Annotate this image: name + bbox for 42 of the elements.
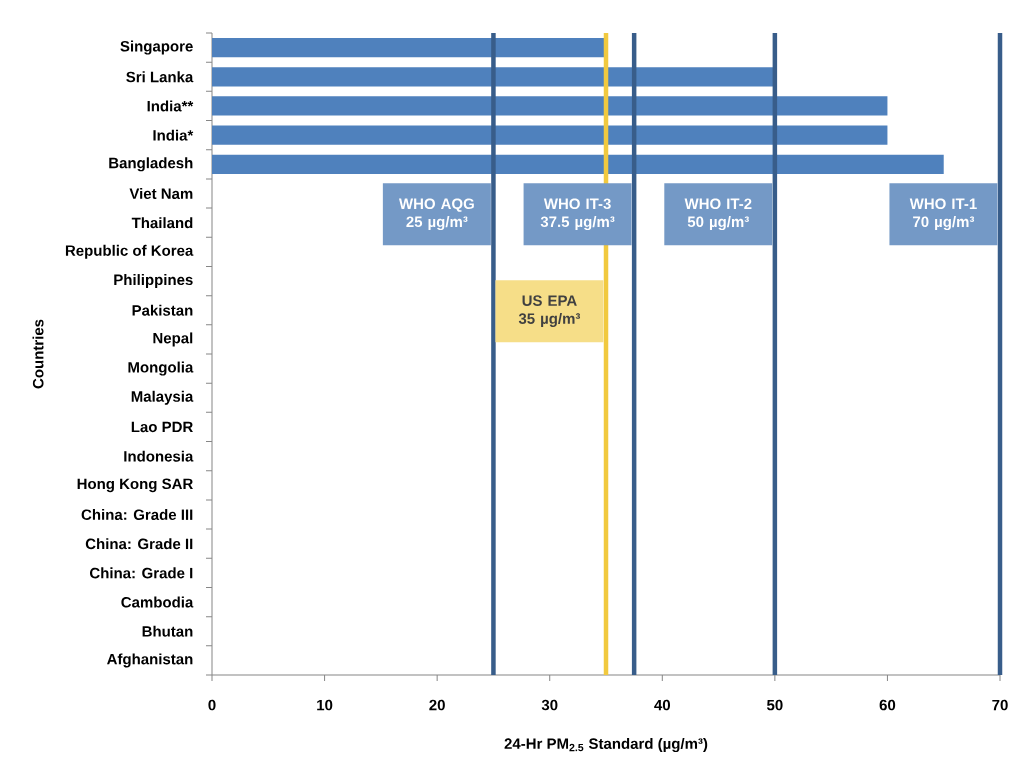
x-tick-label: 30 bbox=[541, 699, 558, 711]
ref-line-label: WHO AQG 25 µg/m³ bbox=[398, 198, 474, 231]
x-tick-label: 20 bbox=[429, 699, 445, 711]
y-tick-label: India* bbox=[153, 129, 194, 141]
bar bbox=[212, 67, 775, 87]
y-tick-label: Singapore bbox=[120, 40, 193, 55]
ref-line-label: WHO IT-1 70 µg/m³ bbox=[909, 198, 977, 231]
y-tick-label: Indonesia bbox=[124, 450, 194, 462]
y-tick-label: Pakistan bbox=[132, 304, 193, 316]
bar bbox=[212, 125, 888, 145]
bar bbox=[212, 96, 888, 116]
y-tick-label: Bhutan bbox=[142, 625, 193, 637]
x-tick-label: 60 bbox=[879, 699, 896, 711]
y-tick-label: China: Grade II bbox=[85, 538, 193, 550]
y-axis-title: Countries bbox=[32, 319, 44, 389]
y-tick-label: Malaysia bbox=[131, 390, 194, 405]
x-tick-label: 70 bbox=[992, 699, 1008, 711]
x-axis-title: 24-Hr PM$_{2.5}$ Standard (µg/m³) bbox=[504, 737, 708, 753]
y-tick-label: Hong Kong SAR bbox=[77, 478, 193, 493]
y-tick-label: Lao PDR bbox=[131, 421, 193, 433]
bar bbox=[212, 37, 607, 58]
bar bbox=[212, 154, 944, 174]
y-tick-label: Afghanistan bbox=[107, 653, 193, 668]
y-tick-label: Mongolia bbox=[128, 361, 194, 376]
ref-line-label: US EPA 35 µg/m³ bbox=[518, 295, 581, 327]
y-tick-label: Philippines bbox=[114, 274, 193, 289]
ref-line-label: WHO IT-3 37.5 µg/m³ bbox=[540, 198, 615, 231]
x-tick-label: 0 bbox=[208, 699, 216, 711]
y-tick-label: Bangladesh bbox=[109, 157, 193, 172]
x-tick-label: 10 bbox=[317, 699, 333, 711]
y-tick-label: Cambodia bbox=[121, 596, 194, 608]
y-tick-label: China: Grade I bbox=[89, 567, 193, 579]
y-tick-label: India** bbox=[147, 100, 194, 112]
y-tick-label: Sri Lanka bbox=[126, 71, 194, 83]
x-tick-label: 40 bbox=[654, 699, 671, 711]
y-tick-label: Thailand bbox=[131, 217, 193, 229]
ref-line-label: WHO IT-2 50 µg/m³ bbox=[684, 198, 752, 231]
y-tick-label: China: Grade III bbox=[81, 508, 193, 521]
x-tick-label: 50 bbox=[766, 699, 783, 711]
y-tick-label: Republic of Korea bbox=[65, 244, 194, 259]
y-tick-label: Nepal bbox=[153, 332, 193, 347]
y-tick-label: Viet Nam bbox=[129, 187, 193, 200]
